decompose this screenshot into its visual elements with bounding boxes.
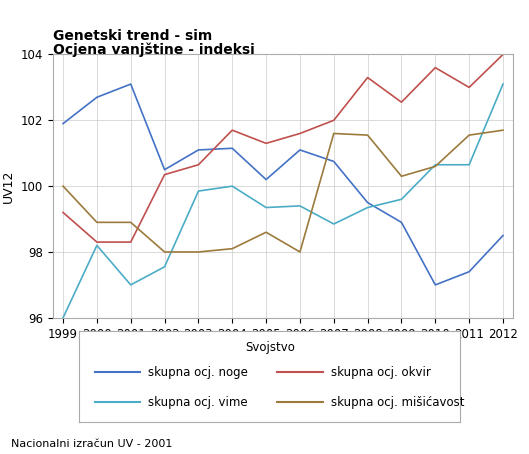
X-axis label: Godina rođenja: Godina rođenja [235,346,331,359]
Text: skupna ocj. okvir: skupna ocj. okvir [331,366,431,379]
Text: Ocjena vanjštine - indeksi: Ocjena vanjštine - indeksi [53,42,254,57]
Text: skupna ocj. vime: skupna ocj. vime [148,396,248,409]
Text: Genetski trend - sim: Genetski trend - sim [53,29,212,43]
Text: Nacionalni izračun UV - 2001: Nacionalni izračun UV - 2001 [11,439,172,449]
Y-axis label: UV12: UV12 [2,169,15,203]
Text: Svojstvo: Svojstvo [245,340,295,354]
Text: skupna ocj. noge: skupna ocj. noge [148,366,248,379]
Text: skupna ocj. mišićavost: skupna ocj. mišićavost [331,396,464,409]
